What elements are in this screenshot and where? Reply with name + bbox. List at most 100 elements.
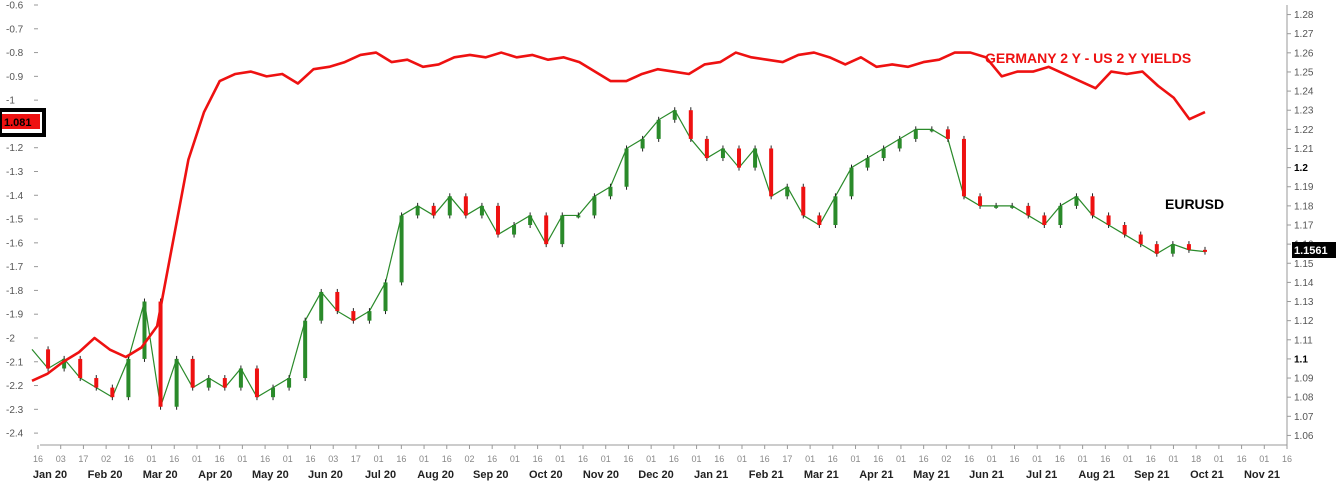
x-day-label: 02 <box>941 454 951 464</box>
eurusd-candle <box>881 148 886 159</box>
eurusd-candle <box>672 110 677 120</box>
eurusd-candle <box>865 158 870 168</box>
x-day-label: 01 <box>851 454 861 464</box>
x-day-label: 16 <box>124 454 134 464</box>
x-day-label: 01 <box>510 454 520 464</box>
eurusd-candle <box>206 378 211 388</box>
eurusd-candle <box>624 148 629 187</box>
eurusd-candle <box>1138 234 1143 245</box>
x-day-label: 16 <box>1009 454 1019 464</box>
x-month-label: May 21 <box>913 469 950 481</box>
eurusd-candle <box>78 358 83 379</box>
eurusd-candle <box>512 225 517 235</box>
eurusd-candle <box>1010 205 1015 208</box>
eurusd-candle <box>576 215 581 218</box>
eurusd-candle <box>287 378 292 388</box>
eurusd-candle <box>994 205 999 208</box>
eurusd-line <box>31 109 1206 407</box>
right-y-axis: 1.28 1.27 1.26 1.25 1.24 1.23 1.22 1.21 1.2 1.19 1… <box>1287 10 1314 442</box>
left-tick-label: -1.9 <box>6 310 24 321</box>
x-day-label: 16 <box>215 454 225 464</box>
eurusd-candle <box>913 129 918 139</box>
x-day-label: 01 <box>147 454 157 464</box>
left-y-axis: -0.6-0.7-0.8-0.9-1-1.1-1.2-1.3-1.4-1.5-1… <box>6 1 38 440</box>
eurusd-candle <box>62 358 67 369</box>
x-day-label: 16 <box>306 454 316 464</box>
left-tick-label: -1.7 <box>6 262 24 273</box>
right-tick-label: 1.24 <box>1294 87 1314 98</box>
left-tick-label: -1.4 <box>6 191 24 202</box>
x-day-label: 16 <box>260 454 270 464</box>
eurusd-candle <box>592 196 597 216</box>
right-last-value-label: 1.1561 <box>1294 245 1328 257</box>
germany-us-yield-spread-line <box>31 51 1206 382</box>
x-day-label: 01 <box>237 454 247 464</box>
eurusd-candle <box>1058 205 1063 225</box>
x-month-label: Apr 21 <box>859 469 893 481</box>
eurusd-candle <box>1042 215 1047 225</box>
x-month-label: Jan 21 <box>694 469 728 481</box>
x-month-label: Feb 20 <box>88 469 123 481</box>
eurusd-candle <box>367 311 372 321</box>
x-month-label: Sep 21 <box>1134 469 1169 481</box>
right-tick-label: 1.13 <box>1294 297 1314 308</box>
eurusd-candle <box>737 148 742 168</box>
right-tick-label: 1.12 <box>1294 316 1314 327</box>
x-day-label: 16 <box>1237 454 1247 464</box>
eurusd-candle <box>1170 244 1175 254</box>
eurusd-candle <box>720 148 725 159</box>
eurusd-candle <box>945 129 950 139</box>
eurusd-candle <box>688 110 693 139</box>
x-day-label: 01 <box>601 454 611 464</box>
x-day-label: 03 <box>56 454 66 464</box>
left-last-value-label: 1.081 <box>4 117 32 129</box>
eurusd-candle <box>640 138 645 149</box>
eurusd-candle <box>849 167 854 197</box>
eurusd-candle <box>319 291 324 321</box>
left-tick-label: -1.3 <box>6 167 24 178</box>
left-tick-label: -1.6 <box>6 238 24 249</box>
x-day-label: 16 <box>1055 454 1065 464</box>
x-day-label: 01 <box>555 454 565 464</box>
eurusd-candle <box>303 320 308 379</box>
eurusd-series-label: EURUSD <box>1165 196 1224 212</box>
x-month-label: Jul 20 <box>365 469 396 481</box>
x-day-label: 01 <box>987 454 997 464</box>
eurusd-candle <box>495 205 500 235</box>
right-tick-label: 1.19 <box>1294 182 1314 193</box>
eurusd-candle <box>817 215 822 225</box>
right-tick-label: 1.17 <box>1294 221 1314 232</box>
eurusd-candle <box>1186 244 1191 250</box>
x-day-label: 01 <box>192 454 202 464</box>
left-tick-label: -0.9 <box>6 72 24 83</box>
x-month-label: Dec 20 <box>638 469 673 481</box>
left-last-value-frame <box>0 108 46 137</box>
eurusd-candle <box>158 301 163 407</box>
left-tick-label: -0.8 <box>6 48 24 59</box>
eurusd-candle <box>190 358 195 388</box>
eurusd-candle <box>608 186 613 197</box>
left-tick-label: -2.1 <box>6 357 24 368</box>
left-last-value-box <box>2 114 40 129</box>
x-day-label: 16 <box>533 454 543 464</box>
eurusd-candle <box>704 138 709 159</box>
right-tick-label: 1.18 <box>1294 201 1314 212</box>
right-last-value-box <box>1292 242 1336 258</box>
x-month-label: Sep 20 <box>473 469 508 481</box>
left-tick-label: -0.7 <box>6 24 24 35</box>
x-month-label: Jun 20 <box>308 469 343 481</box>
eurusd-candle <box>335 291 340 312</box>
x-day-label: 16 <box>714 454 724 464</box>
x-month-label: Mar 20 <box>143 469 178 481</box>
x-month-label: Aug 21 <box>1078 469 1115 481</box>
series-layer <box>31 51 1207 410</box>
right-tick-label: 1.09 <box>1294 374 1314 385</box>
x-day-label: 17 <box>782 454 792 464</box>
x-day-label: 18 <box>1191 454 1201 464</box>
eurusd-candle <box>978 196 983 206</box>
eurusd-candle <box>110 387 115 398</box>
eurusd-candle <box>431 205 436 216</box>
x-day-label: 16 <box>919 454 929 464</box>
x-month-label: Aug 20 <box>417 469 454 481</box>
